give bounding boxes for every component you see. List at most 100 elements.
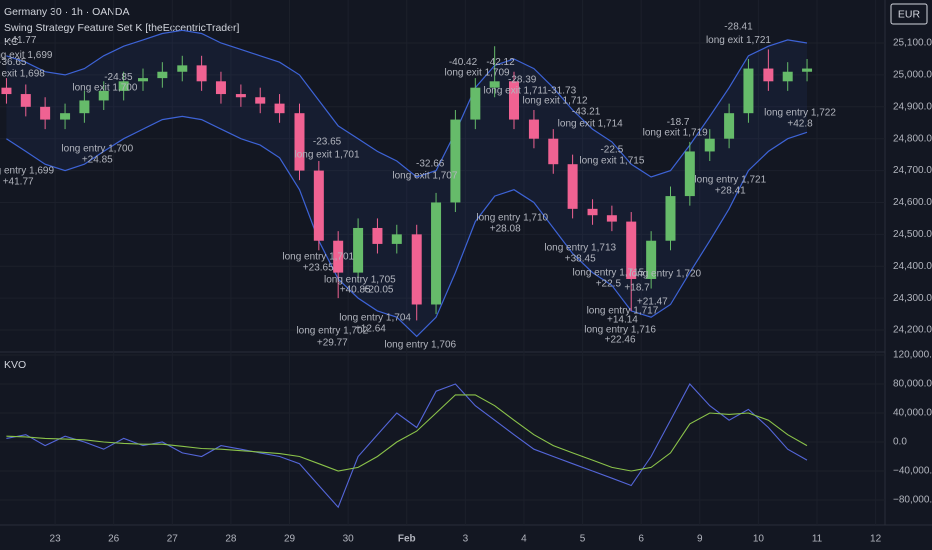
trade-annotation: long exit 1,701 xyxy=(295,150,360,161)
trade-annotation: long exit 1,700 xyxy=(72,83,137,94)
trade-annotation: long exit 1,711-31.73 xyxy=(483,86,576,97)
trade-annotation: -23.65 xyxy=(313,137,342,148)
trade-annotation: +18.7 xyxy=(624,283,650,294)
y-tick-label: 120,000.0 xyxy=(893,350,932,361)
candle-body xyxy=(20,94,31,107)
trade-annotation: +22.5 xyxy=(596,278,622,289)
trade-annotation: +20.05 xyxy=(363,284,394,295)
candle-body xyxy=(489,81,500,88)
trade-annotation: long entry 1,699 xyxy=(0,166,54,177)
y-tick-label: 25,100.0 xyxy=(893,38,932,49)
x-tick-label: 29 xyxy=(284,534,296,545)
candle-body xyxy=(606,215,617,222)
grid-layer xyxy=(0,0,885,525)
trade-annotation: +41.77 xyxy=(3,177,34,188)
trade-annotation: long entry 1,705 xyxy=(324,275,396,286)
x-tick-label: 23 xyxy=(50,534,62,545)
candle-body xyxy=(470,87,481,120)
candle-body xyxy=(118,81,129,91)
trade-annotation: long entry 1,706 xyxy=(384,340,456,351)
candle-body xyxy=(509,81,520,120)
trade-annotation: +29.77 xyxy=(317,337,348,348)
x-tick-label: 9 xyxy=(697,534,703,545)
trade-annotation: long entry 1,704 xyxy=(339,313,411,324)
x-tick-label: 27 xyxy=(167,534,179,545)
candle-body xyxy=(704,138,715,152)
trade-annotation: +28.08 xyxy=(490,224,521,235)
currency-box[interactable] xyxy=(890,3,928,25)
candle-body xyxy=(548,138,559,165)
y-tick-label: 24,800.0 xyxy=(893,133,932,144)
trade-annotation: long exit 1,712 xyxy=(522,96,587,107)
trade-annotation: long entry 1,722 xyxy=(764,108,836,119)
trade-annotation: long entry 1,721 xyxy=(694,174,766,185)
candle-body xyxy=(157,71,168,79)
trade-annotation: long entry 1,715 xyxy=(573,268,645,279)
candle-body xyxy=(294,113,305,171)
candle-body xyxy=(40,106,51,120)
trade-annotation: -41.77 xyxy=(8,35,37,46)
x-tick-label: 26 xyxy=(108,534,120,545)
trade-annotation: -18.7 xyxy=(667,117,690,128)
y-tick-label: 25,000.0 xyxy=(893,70,932,81)
trade-annotation: -43.21 xyxy=(572,107,601,118)
trade-annotation: +24.85 xyxy=(82,155,113,166)
candle-body xyxy=(274,103,285,114)
trade-annotation: -28.41 xyxy=(724,22,753,33)
candle-body xyxy=(353,227,364,273)
candle-body xyxy=(372,227,383,244)
trade-annotation: +12.64 xyxy=(355,324,386,335)
candle-body xyxy=(196,65,207,82)
symbol-title: Germany 30 · 1h · OANDA xyxy=(4,6,129,18)
candle-body xyxy=(431,202,442,305)
candle-body xyxy=(79,100,90,114)
y-tick-label: −80,000.0 xyxy=(893,495,932,506)
currency-label[interactable]: EUR xyxy=(898,8,921,20)
candle-body xyxy=(215,81,226,95)
trade-annotation: +23.65 xyxy=(303,262,334,273)
trade-annotation: long exit 1,715 xyxy=(579,156,644,167)
candle-body xyxy=(1,87,12,95)
y-tick-label: 24,900.0 xyxy=(893,101,932,112)
y-tick-label: 24,700.0 xyxy=(893,165,932,176)
trade-annotation: +42.8 xyxy=(787,119,813,130)
y-tick-label: 40,000.0 xyxy=(893,408,932,419)
candle-body xyxy=(313,170,324,241)
trade-annotation: long entry 1,700 xyxy=(61,144,133,155)
trade-annotation: -22.5 xyxy=(600,144,623,155)
channel-upper xyxy=(6,29,808,178)
y-tick-label: 24,600.0 xyxy=(893,197,932,208)
y-tick-label: 24,400.0 xyxy=(893,261,932,272)
y-tick-label: 0.0 xyxy=(893,437,907,448)
trade-annotation: +38.45 xyxy=(565,254,596,265)
x-tick-label: Feb xyxy=(398,534,416,545)
indicator-title: Swing Strategy Feature Set K [theEccentr… xyxy=(4,22,239,34)
kvo-line xyxy=(6,394,808,472)
overlay-label: KC xyxy=(4,36,19,48)
candle-body xyxy=(177,65,188,72)
candle-body xyxy=(802,68,813,72)
trade-annotation: -42.12 xyxy=(486,57,515,68)
candle-body xyxy=(450,119,461,203)
trade-annotation: long entry 1,716 xyxy=(584,325,656,336)
x-tick-label: 5 xyxy=(580,534,586,545)
x-tick-label: 11 xyxy=(812,534,823,545)
trade-annotation: -32.66 xyxy=(416,159,445,170)
candle-body xyxy=(333,240,344,273)
candle-body xyxy=(626,221,637,279)
x-tick-label: 12 xyxy=(870,534,882,545)
channel-lower xyxy=(6,115,808,338)
kvo-label: KVO xyxy=(4,359,26,371)
candle-body xyxy=(665,196,676,241)
candle-body xyxy=(567,164,578,209)
trade-annotation: +28.41 xyxy=(715,186,746,197)
trade-annotation: +40.85 xyxy=(340,284,371,295)
candle-body xyxy=(391,234,402,244)
candle-body xyxy=(235,94,246,98)
candle-body xyxy=(684,151,695,197)
trade-annotation: long entry 1,717 xyxy=(587,306,659,317)
trade-annotation: +14.14 xyxy=(607,314,638,325)
y-tick-label: 24,300.0 xyxy=(893,293,932,304)
trade-annotation: -24.85 xyxy=(104,72,133,83)
